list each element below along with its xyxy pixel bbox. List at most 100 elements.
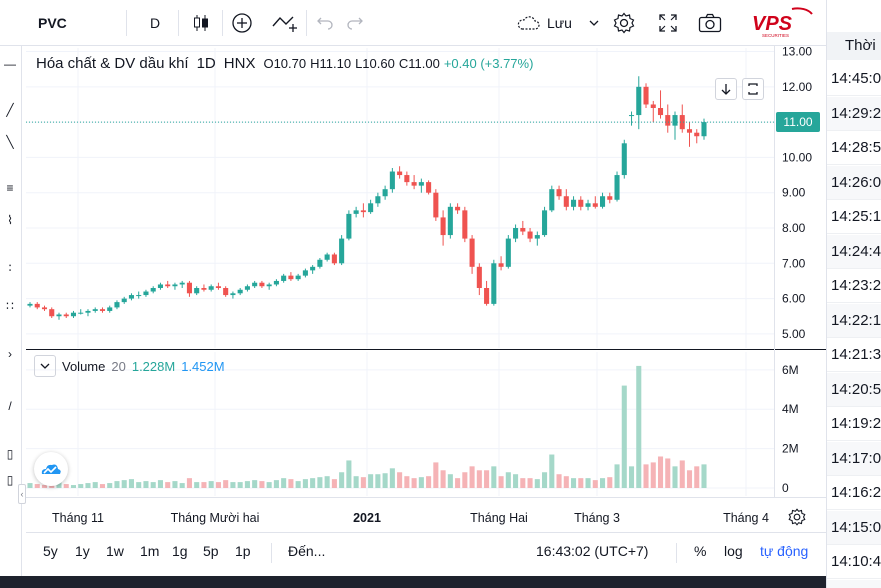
measure-tool-icon[interactable]: ∷: [6, 299, 14, 313]
candle-body: [295, 275, 301, 280]
legend-high: H11.10: [310, 56, 352, 71]
time-tick-label: 2021: [353, 511, 381, 525]
candle-body: [600, 196, 606, 207]
time-tick-label: Tháng Hai: [470, 511, 528, 525]
volume-bar: [85, 483, 91, 488]
fullscreen-button[interactable]: [655, 8, 681, 38]
volume-bar: [571, 478, 577, 488]
candle-body: [563, 196, 569, 207]
toolbar-divider: [178, 10, 179, 36]
top-toolbar: PVC D: [0, 0, 826, 46]
auto-scale-toggle[interactable]: tự động: [760, 543, 809, 559]
volume-tick-label: 6M: [782, 363, 799, 377]
range-5y[interactable]: 5y: [43, 543, 58, 559]
time-sales-row: 14:26:0: [827, 165, 881, 200]
candle-body: [368, 203, 374, 213]
volume-ma-value: 1.452M: [181, 358, 225, 374]
instrument-name[interactable]: Hóa chất & DV dầu khí: [36, 55, 189, 72]
volume-bar: [491, 466, 497, 488]
price-chart[interactable]: 13.00 12.00 11.00 10.00 9.00 8.00 7.00 6.00 5.00…: [0, 0, 826, 532]
volume-bar: [527, 478, 533, 488]
volume-bar: [324, 476, 330, 488]
volume-bar: [99, 484, 106, 488]
candle-body: [339, 238, 345, 264]
range-1y[interactable]: 1y: [75, 543, 90, 559]
redo-button[interactable]: [344, 8, 366, 38]
save-layout-button[interactable]: Lưu: [515, 8, 600, 38]
candle-body: [382, 189, 388, 197]
candle-body: [237, 289, 243, 294]
interval-button[interactable]: D: [150, 15, 161, 31]
range-5p[interactable]: 5p: [203, 543, 219, 559]
time-sales-row: 14:07:4: [827, 579, 881, 588]
volume-bar: [259, 481, 265, 488]
compare-button[interactable]: [270, 8, 300, 38]
volume-bar: [375, 474, 381, 488]
snapshot-button[interactable]: [696, 8, 724, 38]
clock-timezone[interactable]: 16:43:02 (UTC+7): [536, 543, 649, 559]
volume-bar: [549, 454, 555, 488]
add-indicator-button[interactable]: [229, 8, 255, 38]
candle-style-button[interactable]: [188, 8, 214, 38]
reset-chart-button[interactable]: [742, 78, 764, 100]
text-tool-icon[interactable]: ∶: [8, 261, 12, 275]
candle-body: [650, 104, 656, 108]
candle-body: [657, 108, 664, 116]
volume-bar: [121, 480, 127, 488]
collapse-volume-button[interactable]: [34, 355, 56, 377]
chevron-down-icon: [589, 20, 599, 26]
percent-scale-toggle[interactable]: %: [694, 543, 707, 559]
volume-bar: [701, 464, 707, 488]
volume-bar: [462, 472, 468, 488]
volume-bar: [208, 481, 214, 488]
log-scale-toggle[interactable]: log: [724, 543, 743, 559]
settings-button[interactable]: [611, 8, 637, 38]
maximize-icon: [748, 83, 758, 95]
scroll-to-realtime-button[interactable]: [715, 78, 737, 100]
tradingview-logo[interactable]: [34, 452, 68, 486]
volume-bar: [542, 472, 548, 488]
zoom-tool-icon[interactable]: /: [8, 399, 12, 413]
undo-button[interactable]: [314, 8, 336, 38]
candle-body: [426, 182, 432, 193]
cursor-tool-icon[interactable]: —: [4, 57, 16, 71]
symbol-search-button[interactable]: PVC: [38, 15, 67, 31]
price-tick-label: 5.00: [782, 327, 806, 341]
volume-bar: [679, 460, 685, 488]
candle-body: [672, 115, 678, 126]
range-1w[interactable]: 1w: [106, 543, 124, 559]
candle-body: [585, 203, 591, 207]
line-tool-icon[interactable]: ╲: [6, 135, 14, 149]
volume-bar: [266, 482, 272, 488]
volume-bar: [157, 480, 163, 488]
volume-bar: [215, 482, 221, 488]
axis-settings-button[interactable]: [786, 506, 808, 528]
trend-line-tool-icon[interactable]: ╱: [6, 103, 14, 117]
goto-date-button[interactable]: Đến...: [288, 543, 326, 559]
pattern-tool-icon[interactable]: ⌇: [7, 213, 13, 227]
volume-bar: [143, 481, 149, 488]
time-sales-row: 14:45:0: [827, 62, 881, 96]
collapse-toolbar-handle[interactable]: ‹: [18, 484, 26, 504]
lock-tool-icon[interactable]: ▯: [6, 473, 14, 487]
price-tick-label: 13.00: [782, 45, 812, 59]
range-1m[interactable]: 1m: [140, 543, 160, 559]
time-sales-row: 14:28:5: [827, 131, 881, 165]
volume-bar: [585, 478, 591, 488]
candle-body: [621, 143, 627, 176]
candle-body: [505, 238, 511, 267]
drawing-toolbar: — ╱ ╲ ≡ ⌇ ∶ ∷ › / ▯ ▯: [0, 46, 22, 576]
forecast-tool-icon[interactable]: ›: [8, 347, 12, 361]
fib-tool-icon[interactable]: ≡: [6, 181, 14, 195]
vps-logo: VPS SECURITIES: [752, 7, 813, 38]
volume-bar: [41, 485, 48, 488]
volume-bar: [288, 479, 294, 488]
bottom-divider: [271, 543, 272, 563]
magnet-tool-icon[interactable]: ▯: [6, 447, 14, 461]
candle-body: [310, 266, 316, 271]
range-1p[interactable]: 1p: [235, 543, 251, 559]
range-1g[interactable]: 1g: [172, 543, 188, 559]
volume-bar: [592, 480, 598, 488]
candle-body: [114, 302, 120, 308]
plus-circle-icon: [232, 13, 252, 33]
